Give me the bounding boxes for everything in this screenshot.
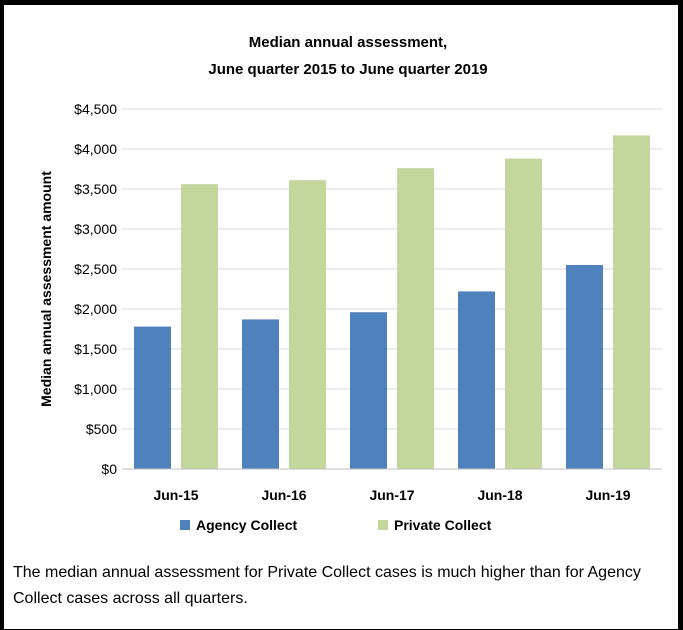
legend-label: Private Collect — [394, 517, 492, 533]
y-tick-label: $2,500 — [74, 261, 117, 277]
bar-agency-collect — [350, 312, 387, 469]
chart-title-line-2: June quarter 2015 to June quarter 2019 — [208, 61, 487, 78]
bar-private-collect — [613, 135, 650, 469]
frame-top-border — [0, 0, 683, 5]
legend-swatch — [180, 520, 190, 530]
y-tick-label: $1,500 — [74, 341, 117, 357]
legend-swatch — [378, 520, 388, 530]
bar-agency-collect — [566, 265, 603, 469]
y-tick-label: $1,000 — [74, 381, 117, 397]
legend: Agency Collect Private Collect — [180, 517, 492, 533]
legend-label: Agency Collect — [196, 517, 297, 533]
x-tick-label: Jun-16 — [261, 487, 306, 503]
bar-agency-collect — [242, 319, 279, 469]
x-axis-tick-labels: Jun-15 Jun-16 Jun-17 Jun-18 Jun-19 — [153, 487, 630, 503]
y-tick-label: $4,000 — [74, 141, 117, 157]
x-tick-label: Jun-19 — [585, 487, 630, 503]
y-tick-label: $0 — [101, 461, 117, 477]
chart-title-line-1: Median annual assessment, — [249, 34, 447, 51]
bars — [134, 135, 650, 469]
frame-left-border — [0, 0, 4, 630]
y-axis-label: Median annual assessment amount — [38, 171, 54, 407]
x-tick-label: Jun-18 — [477, 487, 522, 503]
bar-private-collect — [505, 158, 542, 469]
x-tick-label: Jun-15 — [153, 487, 198, 503]
bar-agency-collect — [134, 326, 171, 469]
bar-private-collect — [397, 168, 434, 469]
bar-chart: Median annual assessment, June quarter 2… — [38, 34, 662, 533]
y-axis-tick-labels: $0 $500 $1,000 $1,500 $2,000 $2,500 $3,000 $3,5… — [74, 101, 117, 477]
y-tick-label: $3,000 — [74, 221, 117, 237]
y-tick-label: $3,500 — [74, 181, 117, 197]
y-tick-label: $4,500 — [74, 101, 117, 117]
chart-caption: The median annual assessment for Private… — [13, 564, 641, 607]
y-tick-label: $500 — [86, 421, 117, 437]
y-tick-label: $2,000 — [74, 301, 117, 317]
bar-private-collect — [181, 184, 218, 469]
frame-right-border — [678, 0, 683, 630]
x-tick-label: Jun-17 — [369, 487, 414, 503]
bar-agency-collect — [458, 291, 495, 469]
bar-private-collect — [289, 180, 326, 469]
